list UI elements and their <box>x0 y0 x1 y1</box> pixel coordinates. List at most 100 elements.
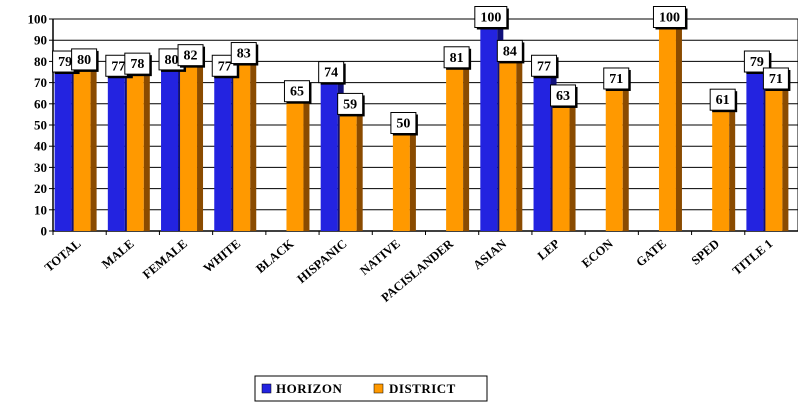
bar-horizon <box>533 67 551 231</box>
bar-horizon <box>107 67 125 231</box>
data-label-box <box>762 67 789 90</box>
bar-side-district <box>250 52 257 231</box>
data-labels: 79 80 77 78 80 82 77 83 65 74 59 50 81 100 84 77 63 71 100… <box>52 6 791 136</box>
data-label: 71 <box>769 72 783 87</box>
bar-horizon <box>214 67 232 231</box>
bar-side-district <box>303 90 310 231</box>
data-label-box <box>550 84 577 107</box>
data-label: 84 <box>503 44 517 59</box>
data-label-box <box>337 92 364 115</box>
y-tick-label: 30 <box>34 160 47 175</box>
data-label: 65 <box>290 85 304 100</box>
bars <box>54 16 789 232</box>
bar-district <box>446 59 464 231</box>
data-label-box <box>709 88 736 111</box>
bar-district <box>126 65 144 231</box>
category-label: ASIAN <box>470 237 509 273</box>
data-label-box <box>652 6 686 28</box>
category-label: MALE <box>99 237 137 272</box>
y-tick-label: 80 <box>34 54 47 69</box>
data-label: 78 <box>130 57 144 72</box>
bar-side-district <box>90 58 97 232</box>
data-label: 79 <box>58 55 72 70</box>
y-tick-label: 20 <box>34 181 47 196</box>
category-label: NATIVE <box>357 237 403 278</box>
data-label: 100 <box>659 11 680 26</box>
legend-swatch-district <box>373 383 384 394</box>
data-label: 77 <box>111 59 125 74</box>
bar-district <box>658 19 676 231</box>
bar-side-district <box>409 122 416 231</box>
data-label: 77 <box>218 59 232 74</box>
bar-side-district <box>143 62 150 231</box>
y-tick-label: 40 <box>34 139 47 154</box>
bar-horizon <box>480 19 498 231</box>
bar-horizon <box>161 61 179 232</box>
bar-district <box>712 101 730 232</box>
data-label: 77 <box>537 59 551 74</box>
data-label-box <box>124 52 151 75</box>
bar-horizon <box>746 63 764 231</box>
bar-horizon <box>320 74 338 232</box>
bar-district <box>392 125 410 231</box>
bar-side-district <box>356 102 363 231</box>
bar-side-district <box>729 98 736 232</box>
bar-side-district <box>516 49 523 231</box>
legend-label-horizon: HORIZON <box>276 381 342 396</box>
data-label: 74 <box>324 66 338 81</box>
y-tick-label: 10 <box>34 202 47 217</box>
data-label: 79 <box>750 55 764 70</box>
y-tick-label: 100 <box>28 12 48 27</box>
data-label-box <box>443 46 470 69</box>
category-label: LEP <box>535 236 563 263</box>
category-label: SPED <box>689 237 722 268</box>
legend-label-district: DISTRICT <box>389 381 456 396</box>
bar-district <box>233 55 251 231</box>
bar-district <box>73 61 91 232</box>
data-label-box <box>318 61 345 84</box>
bar-district <box>765 80 783 231</box>
data-label-box <box>390 112 417 134</box>
data-label: 82 <box>184 49 198 64</box>
data-label-box <box>474 6 508 28</box>
bar-horizon <box>54 63 72 231</box>
legend: HORIZON DISTRICT <box>254 375 488 402</box>
bar-side-district <box>463 56 470 231</box>
bar-side-district <box>675 16 682 231</box>
bar-side-district <box>569 94 576 231</box>
data-label-box <box>177 44 204 67</box>
data-label-box <box>531 54 558 77</box>
bar-district <box>605 80 623 231</box>
legend-box <box>254 375 488 402</box>
category-label: TOTAL <box>42 237 84 275</box>
y-tick-label: 60 <box>34 96 47 111</box>
y-tick-label: 50 <box>34 118 47 133</box>
data-label: 50 <box>396 117 410 132</box>
data-label-box <box>71 48 98 71</box>
category-label: GATE <box>633 237 668 270</box>
data-label: 71 <box>609 72 623 87</box>
bar-district <box>286 93 304 231</box>
y-tick-label: 90 <box>34 33 47 48</box>
y-tick-label: 70 <box>34 75 47 90</box>
data-label-box <box>283 80 310 103</box>
legend-swatch-horizon <box>261 383 272 394</box>
bar-district <box>180 57 198 231</box>
data-label-box <box>743 50 770 73</box>
bar-side-district <box>197 54 204 231</box>
data-label: 100 <box>480 11 501 26</box>
data-label-box <box>496 39 523 62</box>
category-label: HISPANIC <box>294 237 349 286</box>
data-label: 59 <box>343 97 357 112</box>
data-label-box <box>603 67 630 90</box>
data-label: 81 <box>450 51 464 66</box>
category-label: BLACK <box>253 236 296 275</box>
bar-side-district <box>622 77 629 231</box>
category-label: FEMALE <box>140 237 190 282</box>
bar-district <box>552 97 570 231</box>
y-tick-labels: 0 10 20 30 40 50 60 70 80 90 100 <box>28 12 48 239</box>
data-label: 61 <box>716 93 730 108</box>
category-label: WHITE <box>201 237 244 276</box>
